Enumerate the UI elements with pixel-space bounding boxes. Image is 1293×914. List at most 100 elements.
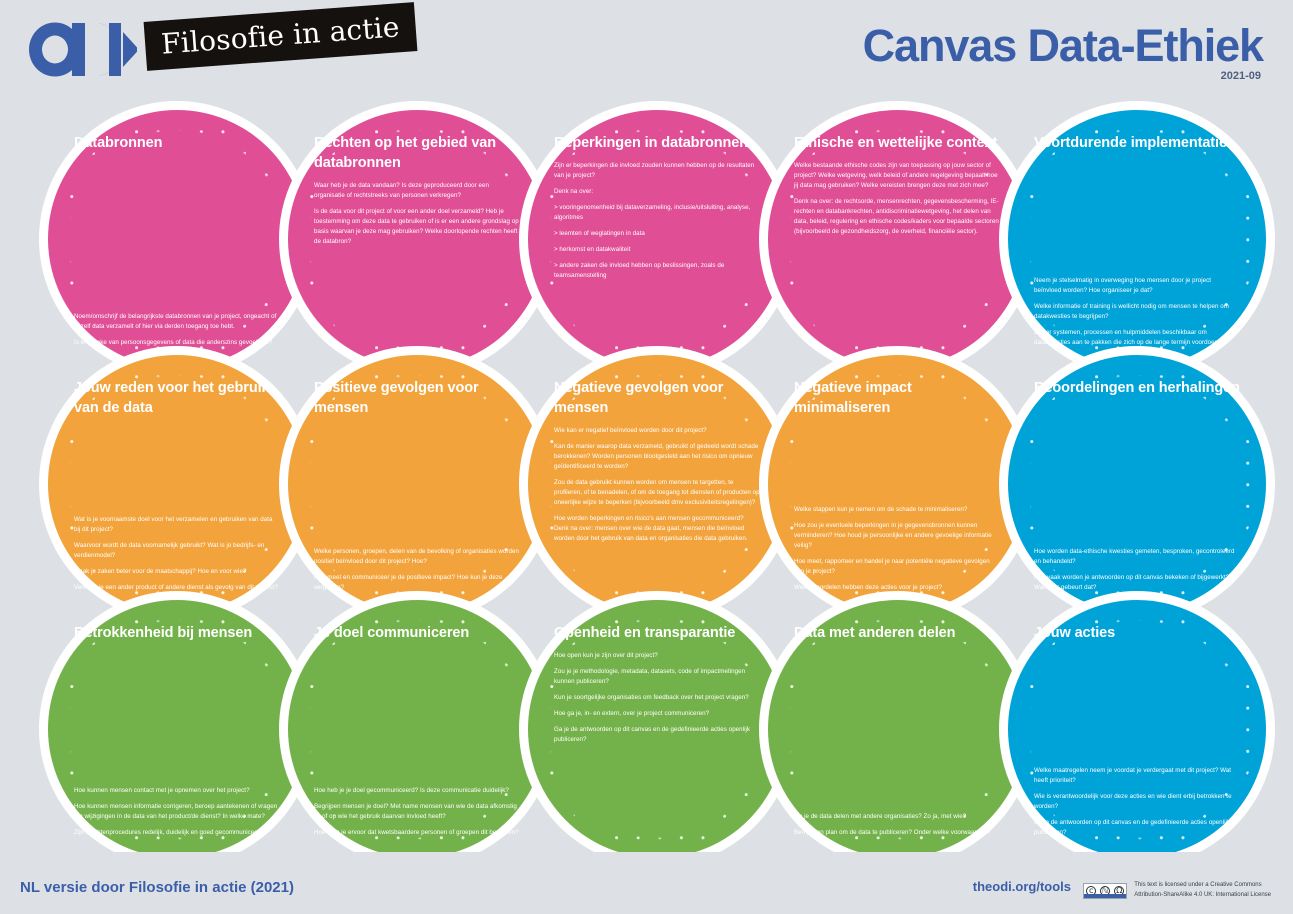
card-content: Jouw reden voor het gebruik van de data W… [48,355,306,613]
card-title: Data met anderen delen [794,625,956,641]
odi-tools-link[interactable]: theodi.org/tools [972,879,1071,894]
card-content: Openheid en transparantie Hoe open kun je… [528,600,786,858]
card-title: Negatieve impact minimaliseren [794,380,912,416]
card-content: Negatieve gevolgen voor mensen Wie kan er… [528,355,786,613]
version-label: 2021-09 [1220,70,1261,82]
card-questions: Waar heb je de data vandaan? Is deze gep… [314,181,520,247]
card-question: Kun je soortgelijke organisaties om feed… [554,694,749,702]
card-questions: Welke bestaande ethische codes zijn van … [794,161,1000,237]
canvas-card-rechten-databronnen[interactable]: Rechten op het gebied van databronnen Waa… [279,101,555,377]
card-question: Kan de manier waarop data verzameld, geb… [554,443,759,471]
card-questions: Zijn er beperkingen die invloed zouden k… [554,161,760,281]
canvas-card-beperkingen-databronnen[interactable]: Beperkingen in databronnen Zijn er beperk… [519,101,795,377]
card-question: > andere zaken die invloed hebben op bes… [554,262,725,280]
poster-header: Filosofie in actie Canvas Data-Ethiek 20… [0,0,1293,100]
card-question: Zijn klachtenprocedures redelijk, duidel… [74,828,267,836]
license-line-2: Attribution-ShareAlike 4.0 UK: Internati… [1134,891,1271,898]
odi-logo [27,22,139,77]
canvas-card-ethische-wettelijke-context[interactable]: Ethische en wettelijke context Welke best… [759,101,1035,377]
card-question: Hoe meet, rapporteer en handel je naar p… [794,557,990,575]
card-question: Hoe worden data-ethische kwesties gemete… [1034,547,1235,565]
license-text: This text is licensed under a Creative C… [1134,881,1271,900]
card-title: Positieve gevolgen voor mensen [314,380,479,416]
card-content: Positieve gevolgen voor mensen Welke pers… [288,355,546,613]
card-question: Neem je stelselmatig in overweging hoe m… [1034,276,1212,294]
card-question: Noem/omschrijf de belangrijkste databron… [74,312,277,330]
card-question: Zou je je methodologie, metadata, datase… [554,668,746,686]
card-question: Denk na over: de rechtsorde, mensenrecht… [794,198,999,236]
card-question: Zou de data gebruikt kunnen worden om me… [554,479,760,507]
card-question: Is de data voor dit project of voor een … [314,208,519,246]
canvas-card-voortdurende-implementatie[interactable]: Voortdurende implementatie Neem je stelse… [999,101,1275,377]
card-content: Betrokkenheid bij mensen Hoe kunnen mense… [48,600,306,858]
canvas-card-negatieve-impact-minimaliseren[interactable]: Negatieve impact minimaliseren Welke stap… [759,346,1035,622]
card-title: Openheid en transparantie [554,625,736,641]
card-title: Beperkingen in databronnen [554,135,748,151]
card-content: Databronnen Noem/omschrijf de belangrijks… [48,110,306,368]
card-questions: Noem/omschrijf de belangrijkste databron… [74,312,280,348]
card-question: Welke maatregelen neem je voordat je ver… [1034,766,1232,784]
footer-credit: NL versie door Filosofie in actie (2021) [20,879,294,896]
license-line-1: This text is licensed under a Creative C… [1134,882,1262,889]
card-question: Ga je de antwoorden op dit canvas en de … [1034,818,1231,836]
card-title: Voortdurende implementatie [1034,135,1227,151]
canvas-card-negatieve-gevolgen[interactable]: Negatieve gevolgen voor mensen Wie kan er… [519,346,795,622]
canvas-card-data-met-anderen-delen[interactable]: Data met anderen delen Ga je de data dele… [759,591,1035,867]
card-question: Welke informatie of training is wellicht… [1034,302,1229,320]
card-question: Ben je van plan om de data te publiceren… [794,828,991,836]
canvas-card-je-doel-communiceren[interactable]: Je doel communiceren Hoe heb je je doel g… [279,591,555,867]
canvas-card-positieve-gevolgen[interactable]: Positieve gevolgen voor mensen Welke pers… [279,346,555,622]
poster-footer: NL versie door Filosofie in actie (2021)… [0,852,1293,914]
canvas-card-databronnen[interactable]: Databronnen Noem/omschrijf de belangrijks… [39,101,315,377]
card-questions: Welke maatregelen neem je voordat je ver… [1034,766,1240,838]
card-content: Beperkingen in databronnen Zijn er beperk… [528,110,786,368]
card-question: Ga je de antwoorden op dit canvas en de … [554,726,751,744]
card-questions: Neem je stelselmatig in overweging hoe m… [1034,276,1240,348]
card-title: Negatieve gevolgen voor mensen [554,380,724,416]
card-question: Ga je de data delen met andere organisat… [794,812,967,820]
canvas-card-betrokkenheid-bij-mensen[interactable]: Betrokkenheid bij mensen Hoe kunnen mense… [39,591,315,867]
canvas-card-jouw-acties[interactable]: Jouw acties Welke maatregelen neem je voo… [999,591,1275,867]
card-question: Hoe vaak worden je antwoorden op dit can… [1034,573,1230,591]
card-question: Hoe ga je, in- en extern, over je projec… [554,710,710,718]
card-question: Waar heb je de data vandaan? Is deze gep… [314,182,490,200]
card-content: Rechten op het gebied van databronnen Waa… [288,110,546,368]
card-question: Zijn er beperkingen die invloed zouden k… [554,162,755,180]
page-title: Canvas Data-Ethiek [862,20,1264,71]
canvas-card-jouw-reden-gebruik-data[interactable]: Jouw reden voor het gebruik van de data W… [39,346,315,622]
card-question: Vervang je een ander product of andere d… [74,583,279,591]
card-question: Hoe meet en communiceer je de positieve … [314,573,503,591]
card-content: Voortdurende implementatie Neem je stelse… [1008,110,1266,368]
card-content: Data met anderen delen Ga je de data dele… [768,600,1026,858]
card-title: Databronnen [74,135,163,151]
card-content: Beoordelingen en herhalingen Hoe worden d… [1008,355,1266,613]
card-question: Hoe kunnen mensen contact met je opnemen… [74,786,250,794]
card-title: Betrokkenheid bij mensen [74,625,253,641]
card-question: Denk na over: [554,188,594,196]
card-title: Jouw acties [1034,625,1116,641]
card-question: Wie kan er negatief beïnvloed worden doo… [554,427,707,434]
card-questions: Hoe kunnen mensen contact met je opnemen… [74,786,280,838]
card-question: Welke bestaande ethische codes zijn van … [794,162,998,190]
card-question: Welke voordelen hebben deze acties voor … [794,583,942,591]
card-content: Negatieve impact minimaliseren Welke stap… [768,355,1026,613]
card-question: Begrijpen mensen je doel? Met name mense… [314,802,517,820]
card-question: > herkomst en datakwaliteit [554,246,631,254]
card-title: Beoordelingen en herhalingen [1034,380,1240,396]
card-questions: Hoe worden data-ethische kwesties gemete… [1034,547,1240,593]
card-question: > vooringenomenheid bij dataverzameling,… [554,204,751,222]
card-question: Waarvoor wordt de data voornamelijk gebr… [74,541,265,559]
card-content: Ethische en wettelijke context Welke best… [768,110,1026,368]
card-title: Ethische en wettelijke context [794,135,998,151]
card-title: Jouw reden voor het gebruik van de data [74,380,270,416]
card-question: Zijn er systemen, processen en hulpmidde… [1034,328,1222,346]
canvas-card-openheid-transparantie[interactable]: Openheid en transparantie Hoe open kun je… [519,591,795,867]
card-content: Jouw acties Welke maatregelen neem je voo… [1008,600,1266,858]
card-question: Hoe open kun je zijn over dit project? [554,652,658,659]
card-title: Je doel communiceren [314,625,470,641]
canvas-card-beoordelingen-herhalingen[interactable]: Beoordelingen en herhalingen Hoe worden d… [999,346,1275,622]
card-question: Hoe heb je je doel gecommuniceerd? Is de… [314,786,509,794]
card-question: Hoe kunnen mensen informatie corrigeren,… [74,802,278,820]
